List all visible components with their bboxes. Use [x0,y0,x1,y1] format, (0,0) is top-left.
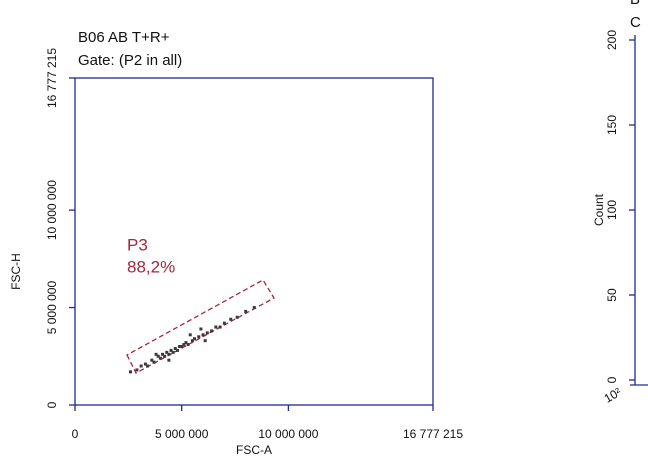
event-dot [218,325,222,329]
event-dot [175,348,179,352]
event-dot [163,354,167,358]
event-dot [188,333,192,337]
y-tick-label: 200 [605,30,619,50]
y-tick-label: 150 [605,115,619,135]
event-dot [182,343,186,347]
event-dot [184,341,188,345]
x-tick-label: 16 777 215 [403,427,463,441]
event-dot [210,329,214,333]
gate-outline [126,279,275,374]
event-dot [150,358,154,362]
chart-subtitle: Gate: (P2 in all) [78,52,182,69]
event-dot [158,356,162,360]
y-axis-label: FSC-H [9,253,23,290]
event-dot [244,309,248,313]
event-dot [165,350,169,354]
event-dot [139,364,143,368]
event-dot [197,335,201,339]
y-tick-label: 5 000 000 [45,281,59,335]
event-dot [214,325,218,329]
event-dot [169,348,173,352]
y-axis-label: Count [592,193,606,226]
event-dot [167,352,171,356]
event-dot [203,339,207,343]
event-dot [235,315,239,319]
event-dot [252,306,256,310]
x-tick-label: 0 [72,427,79,441]
event-dot [180,345,184,349]
event-dot [154,352,158,356]
event-dot [146,364,150,368]
y-tick-label: 50 [605,288,619,302]
event-dot [152,360,156,364]
event-dot [156,354,160,358]
x-axis-label: FSC-A [236,443,272,457]
y-tick-label: 0 [45,401,59,408]
event-dot [199,327,203,331]
y-tick-label: 10 000 000 [45,180,59,240]
y-tick-label: 100 [605,200,619,220]
gate-percent: 88,2% [127,257,175,276]
chart-title: B [630,0,640,8]
x-tick-label: 10 000 000 [258,427,318,441]
y-tick-label: 0 [605,376,619,383]
event-dot [186,343,190,347]
gate-name: P3 [127,235,148,254]
event-dot [128,370,132,374]
chart-title: B06 AB T+R+ [78,29,170,46]
event-dot [229,317,233,321]
y-tick-label: 16 777 215 [45,48,59,108]
event-dot [192,337,196,341]
event-dot [205,331,209,335]
event-dot [222,321,226,325]
event-dot [178,345,182,349]
event-dot [160,352,164,356]
event-dot [167,358,171,362]
x-tick-label: 5 000 000 [155,427,209,441]
event-dot [173,346,177,350]
event-dot [190,339,194,343]
event-dot [143,362,147,366]
chart-subtitle: C [630,14,641,31]
event-dot [135,368,139,372]
event-dot [171,350,175,354]
event-dot [201,333,205,337]
plot-frame [74,77,434,406]
